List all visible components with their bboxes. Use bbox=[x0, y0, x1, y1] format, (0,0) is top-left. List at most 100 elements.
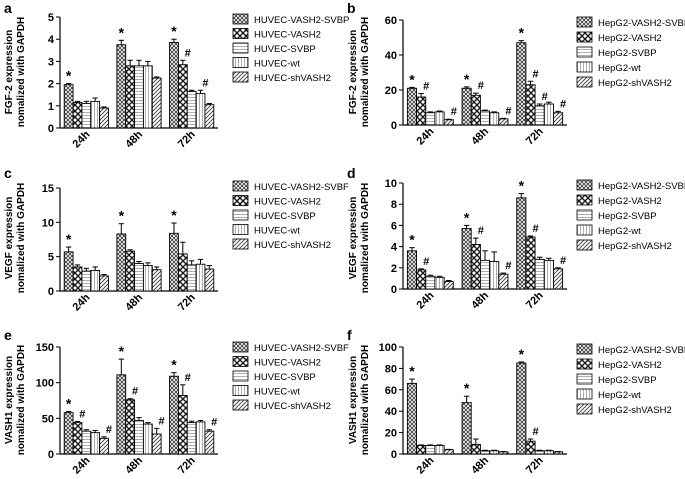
y-tick-label: 2 bbox=[48, 79, 54, 91]
bar bbox=[534, 258, 545, 290]
legend-label: HUVEC-VASH2 bbox=[254, 358, 321, 369]
bar bbox=[195, 263, 206, 292]
legend: HUVEC-VASH2-SVBF HUVEC-VASH2 HUVEC-SVBP HUV… bbox=[232, 180, 349, 251]
bar bbox=[151, 269, 162, 292]
legend-swatch bbox=[232, 224, 249, 235]
x-tick-label: 72h bbox=[176, 454, 198, 476]
y-axis-label-line1: VEGF expression bbox=[4, 197, 15, 280]
bar bbox=[434, 444, 445, 455]
legend-swatch bbox=[576, 358, 593, 370]
x-tick-label: 24h bbox=[415, 454, 437, 476]
panel-label: a bbox=[4, 0, 12, 16]
bar bbox=[543, 450, 554, 455]
significance-star: * bbox=[171, 207, 177, 223]
y-axis-label-line2: nomalized with GAPDH bbox=[16, 345, 27, 456]
x-tick-label: 72h bbox=[176, 128, 198, 150]
bar bbox=[479, 110, 491, 126]
bar bbox=[443, 449, 454, 455]
x-tick-label: 24h bbox=[71, 128, 93, 150]
x-tick-label: 48h bbox=[469, 454, 491, 476]
legend-swatch bbox=[232, 370, 249, 382]
legend-label: HepG2-shVASH2 bbox=[598, 405, 672, 416]
legend-swatch bbox=[576, 403, 593, 415]
legend-swatch bbox=[576, 224, 593, 236]
legend-swatch bbox=[576, 61, 593, 73]
significance-hash: # bbox=[185, 47, 191, 59]
bar bbox=[489, 450, 500, 455]
bar bbox=[525, 440, 536, 455]
bar bbox=[534, 105, 545, 126]
y-tick-label: 6 bbox=[391, 220, 397, 232]
bar bbox=[142, 265, 153, 292]
significance-hash: # bbox=[211, 417, 217, 429]
legend-swatch bbox=[232, 356, 249, 367]
bar bbox=[116, 44, 127, 129]
bar bbox=[498, 118, 509, 126]
y-tick-label: 5 bbox=[48, 12, 54, 24]
y-tick-label: 4 bbox=[391, 242, 398, 254]
y-axis-label-line2: nomalized with GAPDH bbox=[16, 183, 27, 294]
bar bbox=[470, 244, 481, 290]
y-tick-label: 100 bbox=[36, 378, 54, 390]
x-tick-label: 48h bbox=[123, 128, 145, 150]
bar bbox=[516, 197, 527, 290]
legend-swatch bbox=[576, 31, 593, 43]
bar bbox=[416, 444, 427, 455]
legend-swatch bbox=[232, 238, 249, 250]
x-tick-label: 72h bbox=[524, 125, 546, 147]
legend-label: HepG2-VASH2-SVBP bbox=[598, 18, 685, 29]
bar bbox=[425, 112, 436, 126]
significance-star: * bbox=[66, 396, 72, 412]
bar bbox=[195, 421, 206, 455]
bar bbox=[125, 65, 136, 129]
bar bbox=[125, 399, 136, 455]
bar bbox=[525, 236, 536, 290]
significance-hash: # bbox=[185, 372, 191, 384]
panel-e: e VASH1 expression nomalized with GAPDH … bbox=[4, 327, 349, 477]
y-tick-label: 150 bbox=[36, 342, 54, 354]
legend-swatch bbox=[576, 209, 593, 221]
significance-hash: # bbox=[106, 424, 112, 436]
legend-label: HUVEC-VASH2-SVBP bbox=[254, 15, 349, 26]
x-tick-label: 48h bbox=[123, 291, 145, 313]
x-tick-label: 24h bbox=[415, 289, 437, 311]
y-tick-label: 20 bbox=[385, 85, 397, 97]
x-tick-label: 24h bbox=[71, 454, 93, 476]
bar bbox=[186, 90, 197, 129]
x-tick-label: 24h bbox=[415, 125, 437, 147]
bar bbox=[99, 107, 109, 129]
significance-star: * bbox=[171, 357, 177, 373]
legend-label: HepG2-SVBP bbox=[598, 211, 657, 222]
x-tick-label: 24h bbox=[71, 291, 93, 313]
bar bbox=[425, 444, 436, 455]
x-tick-label: 72h bbox=[176, 291, 198, 313]
legend-swatch bbox=[576, 373, 593, 385]
y-tick-label: 8 bbox=[391, 199, 397, 211]
y-axis-label-line1: VASH1 expression bbox=[4, 356, 15, 444]
bar bbox=[63, 84, 74, 129]
significance-hash: # bbox=[423, 81, 429, 93]
significance-hash: # bbox=[532, 426, 538, 438]
significance-hash: # bbox=[478, 80, 484, 92]
y-tick-label: 100 bbox=[379, 342, 397, 354]
bar bbox=[416, 269, 427, 290]
legend-label: HepG2-VASH2 bbox=[598, 360, 662, 371]
legend-swatch bbox=[576, 76, 593, 88]
panel-label: c bbox=[4, 165, 12, 181]
significance-star: * bbox=[519, 178, 525, 194]
bar bbox=[63, 251, 74, 292]
bar bbox=[543, 103, 554, 126]
legend-label: HepG2-SVBP bbox=[598, 48, 657, 59]
y-axis-label-line1: FGF-2 expression bbox=[4, 30, 15, 114]
y-tick-label: 20 bbox=[385, 428, 397, 440]
bar bbox=[470, 94, 481, 126]
bar bbox=[479, 450, 491, 455]
legend-label: HUVEC-wt bbox=[254, 226, 300, 237]
panel-b: b FGF-2 expression nomalized with GAPDH … bbox=[347, 0, 685, 148]
legend-swatch bbox=[232, 28, 249, 39]
y-axis-label-line2: nomalized with GAPDH bbox=[360, 345, 371, 456]
bar bbox=[169, 232, 179, 292]
bar bbox=[552, 268, 564, 290]
significance-star: * bbox=[119, 24, 125, 40]
bar bbox=[81, 430, 92, 455]
